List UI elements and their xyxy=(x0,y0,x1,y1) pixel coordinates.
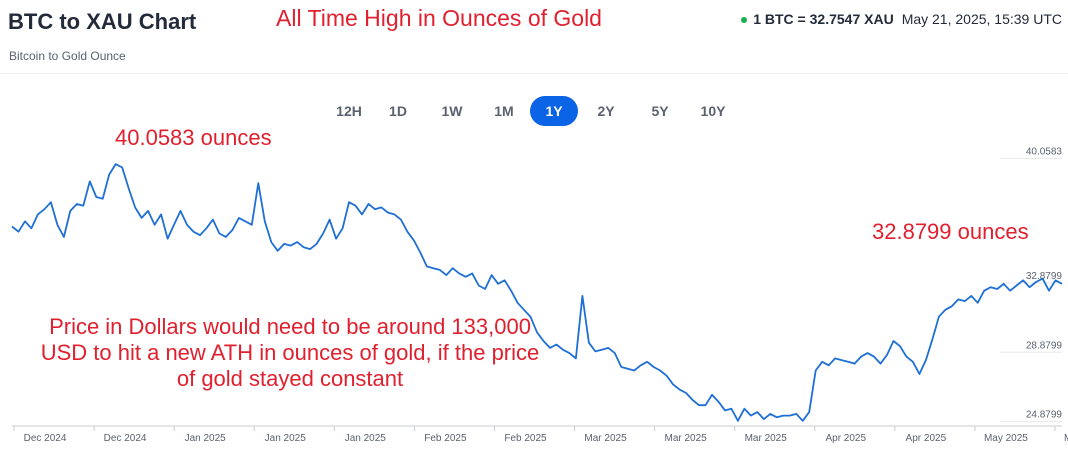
x-tick-label: Jan 2025 xyxy=(345,433,387,444)
y-tick-label: 24.8799 xyxy=(1026,410,1063,421)
rate-pair: 1 BTC = 32.7547 XAU xyxy=(753,11,894,27)
y-tick-label: 32.8799 xyxy=(1026,271,1063,282)
range-button-1m[interactable]: 1M xyxy=(494,103,514,119)
x-tick-label: Feb 2025 xyxy=(424,433,467,444)
x-tick-label: Jan 2025 xyxy=(265,433,307,444)
header-divider xyxy=(0,73,1068,74)
x-tick-label: Mar 2025 xyxy=(584,433,627,444)
range-button-1y[interactable]: 1Y xyxy=(530,96,578,126)
range-button-1w[interactable]: 1W xyxy=(441,103,463,119)
y-tick-label: 40.0583 xyxy=(1026,146,1063,157)
x-tick-label: May 2025 xyxy=(1064,433,1068,444)
x-tick-label: Apr 2025 xyxy=(906,433,947,444)
range-selector: 12H 1D 1W 1M 1Y 2Y 5Y 10Y xyxy=(328,96,740,126)
x-tick-label: Dec 2024 xyxy=(24,433,67,444)
x-tick-label: Mar 2025 xyxy=(664,433,707,444)
x-tick-label: Jan 2025 xyxy=(185,433,227,444)
annotation-note: Price in Dollars would need to be around… xyxy=(40,314,540,391)
x-tick-label: Dec 2024 xyxy=(104,433,147,444)
rate-timestamp: May 21, 2025, 15:39 UTC xyxy=(901,11,1062,27)
annotation-current: 32.8799 ounces xyxy=(872,219,1029,244)
annotation-title: All Time High in Ounces of Gold xyxy=(276,5,602,31)
live-dot-icon xyxy=(741,17,748,24)
y-tick-label: 28.8799 xyxy=(1026,340,1063,351)
range-button-1d[interactable]: 1D xyxy=(389,103,407,119)
page-title: BTC to XAU Chart xyxy=(8,9,197,34)
x-tick-label: Mar 2025 xyxy=(745,433,788,444)
range-button-12h[interactable]: 12H xyxy=(336,103,362,119)
page-subtitle: Bitcoin to Gold Ounce xyxy=(9,49,126,63)
range-button-10y[interactable]: 10Y xyxy=(700,103,726,119)
range-button-5y[interactable]: 5Y xyxy=(651,103,669,119)
x-tick-label: May 2025 xyxy=(984,433,1028,444)
x-tick-label: Apr 2025 xyxy=(825,433,866,444)
rate-display: 1 BTC = 32.7547 XAU May 21, 2025, 15:39 U… xyxy=(741,11,1062,27)
annotation-high: 40.0583 ounces xyxy=(115,125,272,150)
x-tick-label: Feb 2025 xyxy=(504,433,547,444)
range-button-2y[interactable]: 2Y xyxy=(597,103,615,119)
series-line xyxy=(11,163,1063,422)
